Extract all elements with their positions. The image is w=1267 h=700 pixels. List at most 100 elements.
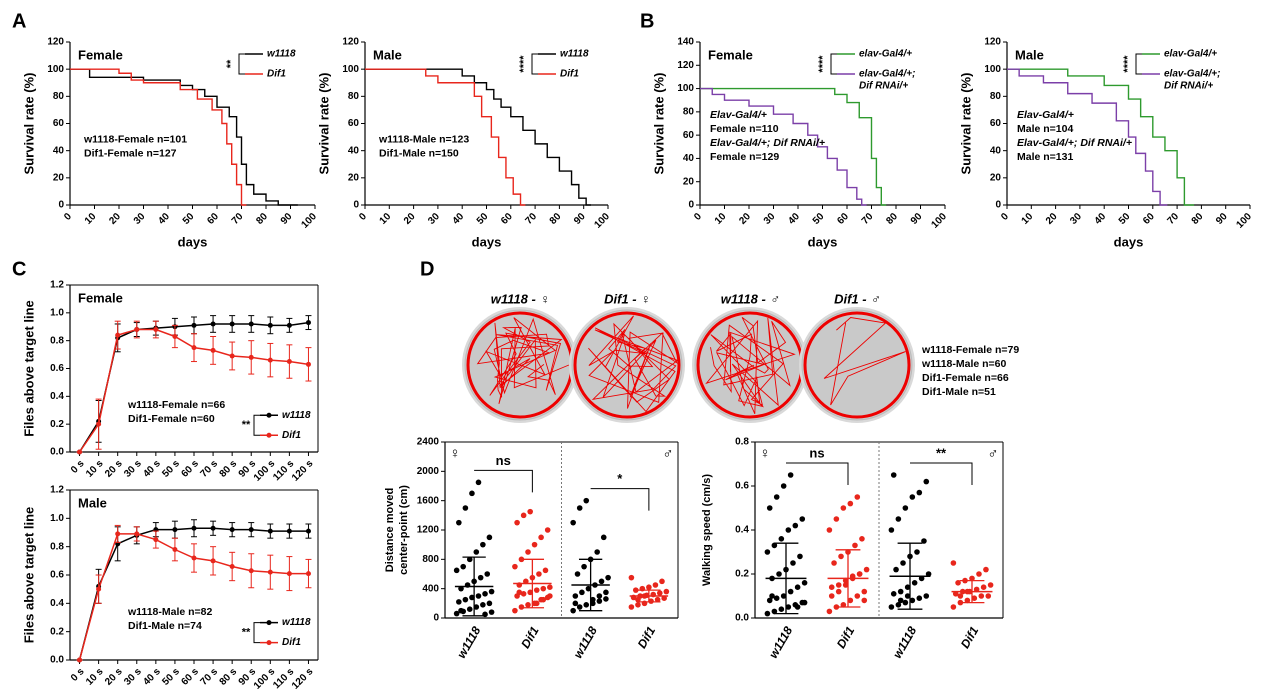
track: [823, 317, 906, 406]
y-tick-label: 0.8: [50, 335, 64, 346]
x-tick-label: 90: [279, 211, 295, 227]
dot: [480, 602, 486, 608]
y-tick-label: 0.4: [50, 598, 64, 609]
x-tick-label: 70: [1165, 211, 1181, 227]
x-tick-label: 40: [786, 211, 802, 227]
dot: [547, 593, 553, 599]
x-tick-label: 40 s: [141, 666, 163, 688]
point: [229, 321, 235, 327]
y-tick-label: 0.4: [50, 391, 64, 402]
dot: [538, 534, 544, 541]
y-axis-title: Survival rate (%): [958, 73, 973, 175]
dot: [648, 598, 654, 604]
dot: [527, 589, 533, 596]
dot: [458, 607, 464, 614]
dot: [840, 505, 847, 511]
dot: [574, 571, 581, 577]
dot: [776, 571, 782, 577]
dot: [799, 516, 806, 522]
legend-marker: [266, 432, 272, 438]
dot: [656, 590, 663, 596]
dot: [462, 596, 469, 603]
annotation: w1118-Male n=123: [378, 134, 469, 146]
dot: [603, 589, 609, 596]
dot: [955, 580, 961, 586]
x-tick-label: 90: [572, 211, 588, 227]
point: [305, 361, 311, 367]
y-tick-label: 40: [348, 145, 360, 156]
annotation: Elav-Gal4/+; Dif RNAi/+: [1017, 137, 1132, 149]
arena-label: w1118 - ♂: [721, 291, 779, 306]
dot: [480, 541, 486, 548]
y-tick-label: 800: [422, 554, 439, 565]
dot: [460, 563, 467, 570]
x-axis-title: days: [1114, 234, 1144, 249]
y-tick-label: 60: [53, 118, 65, 129]
y-tick-label: 0.4: [735, 525, 749, 536]
dot: [773, 595, 780, 601]
survival-curve: [365, 68, 526, 206]
dot: [576, 604, 583, 610]
x-tick-label: 90: [1214, 211, 1230, 227]
y-axis-title: Distance moved: [384, 488, 396, 572]
point: [248, 321, 254, 327]
y-tick-label: 20: [990, 172, 1002, 183]
dot: [469, 594, 475, 601]
dot: [780, 593, 787, 599]
y-tick-label: 0.0: [735, 613, 749, 624]
dot: [771, 608, 778, 615]
dot: [525, 602, 531, 608]
dot: [628, 574, 635, 581]
comparison-bracket: [910, 462, 973, 485]
annotation: Dif1-Female n=60: [128, 413, 215, 425]
x-tick-label: 60 s: [179, 458, 201, 480]
annotation: Male n=104: [1017, 123, 1073, 135]
x-tick-label: 20: [107, 211, 123, 227]
point: [229, 564, 235, 569]
point: [191, 322, 197, 328]
dot: [778, 606, 785, 612]
x-tick-label: 70 s: [199, 458, 221, 480]
x-tick-label: 60: [835, 211, 851, 227]
x-tick-label: 30 s: [122, 666, 144, 688]
y-axis-title: Survival rate (%): [651, 73, 666, 175]
dot: [902, 505, 909, 511]
y-tick-label: 400: [422, 583, 439, 594]
y-tick-label: 1600: [417, 495, 440, 506]
dot: [533, 587, 540, 593]
dot: [766, 597, 773, 604]
x-tick-label: 70: [230, 211, 246, 227]
survival-curve: [1007, 68, 1168, 206]
dot: [585, 585, 592, 592]
x-tick-label: 120 s: [290, 666, 316, 692]
dot: [801, 580, 808, 586]
x-tick-label: 50: [811, 211, 827, 227]
dot: [828, 584, 835, 590]
dot: [540, 585, 547, 592]
dot: [890, 591, 897, 597]
dot: [512, 563, 518, 570]
dot: [635, 602, 641, 608]
legend-label: elav-Gal4/+: [859, 49, 912, 60]
dot: [909, 494, 916, 500]
survival-curve: [365, 68, 591, 206]
point: [248, 568, 254, 574]
dot: [475, 479, 482, 486]
dot: [764, 610, 771, 617]
dot: [918, 575, 925, 582]
dot: [890, 472, 897, 478]
y-tick-label: 120: [984, 37, 1001, 48]
y-axis-title: Survival rate (%): [316, 73, 331, 175]
dot: [921, 538, 927, 544]
dot: [838, 553, 844, 560]
dot: [897, 588, 904, 595]
x-tick-label: 30 s: [122, 458, 144, 480]
dot: [516, 589, 523, 596]
dot: [826, 527, 833, 533]
panel-label: B: [640, 10, 654, 32]
significance: **: [242, 419, 251, 431]
dot: [576, 505, 583, 511]
dot: [904, 593, 911, 599]
y-tick-label: 0.6: [50, 363, 64, 374]
x-tick-label: 30: [1068, 211, 1084, 227]
